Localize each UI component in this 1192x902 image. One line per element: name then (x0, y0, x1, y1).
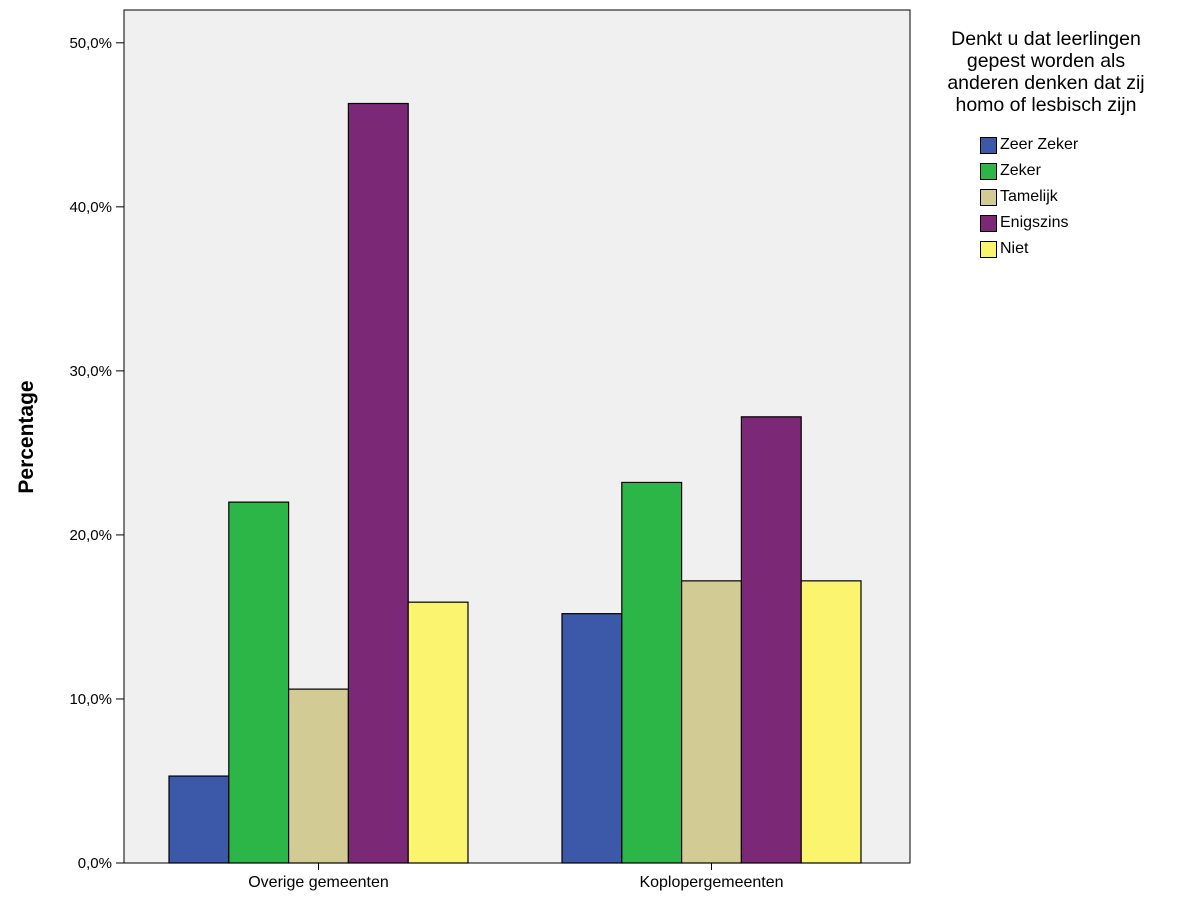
legend-label: Niet (1000, 240, 1029, 257)
legend-item-enigszins: Enigszins (980, 210, 1187, 236)
legend-title-line: anderen denken dat zij (947, 72, 1145, 94)
legend-title-line: gepest worden als (966, 50, 1126, 72)
bar-niet-1 (407, 601, 469, 864)
bar-tamelijk-2 (680, 580, 742, 864)
bar-enigszins-1 (347, 102, 409, 864)
x-axis: Overige gemeenten Koplopergemeenten (248, 863, 784, 891)
legend-swatch (980, 162, 997, 180)
legend-label: Enigszins (1000, 214, 1069, 231)
bar-zeker-1 (228, 501, 290, 864)
legend-title-line: homo of lesbisch zijn (955, 94, 1137, 116)
legend-swatch (980, 136, 997, 154)
bar-tamelijk-1 (288, 688, 350, 864)
bar-enigszins-2 (740, 416, 802, 864)
bar-zeer-zeker-2 (561, 613, 623, 864)
bar-zeker-2 (621, 481, 683, 864)
bar-zeer-zeker-1 (168, 775, 230, 864)
legend-item-tamelijk: Tamelijk (980, 184, 1187, 210)
legend-swatch (980, 188, 997, 206)
y-tick-label: 50,0% (69, 35, 112, 52)
y-axis-title: Percentage (15, 380, 38, 493)
legend-label: Zeker (1000, 162, 1041, 179)
legend-item-zeer-zeker: Zeer Zeker (980, 132, 1187, 158)
y-tick-label: 10,0% (69, 691, 112, 708)
bars (168, 102, 862, 864)
y-tick-label: 0,0% (78, 855, 112, 872)
y-tick-label: 30,0% (69, 363, 112, 380)
y-tick-label: 20,0% (69, 527, 112, 544)
legend-label: Zeer Zeker (1000, 136, 1079, 153)
x-category-label: Overige gemeenten (248, 874, 389, 891)
legend-swatch (980, 214, 997, 232)
legend-title: Denkt u dat leerlingen gepest worden als… (905, 28, 1187, 116)
y-tick-label: 40,0% (69, 199, 112, 216)
legend-title-line: Denkt u dat leerlingen (951, 28, 1141, 50)
legend-items: Zeer Zeker Zeker Tamelijk Enigszins Niet (980, 132, 1187, 262)
y-axis: 0,0% 10,0% 20,0% 30,0% 40,0% 50,0% (69, 35, 124, 872)
legend-item-zeker: Zeker (980, 158, 1187, 184)
legend-label: Tamelijk (1000, 188, 1058, 205)
x-category-label: Koplopergemeenten (639, 874, 783, 891)
legend: Denkt u dat leerlingen gepest worden als… (905, 28, 1187, 262)
legend-item-niet: Niet (980, 236, 1187, 262)
bar-niet-2 (800, 580, 862, 864)
legend-swatch (980, 240, 997, 258)
